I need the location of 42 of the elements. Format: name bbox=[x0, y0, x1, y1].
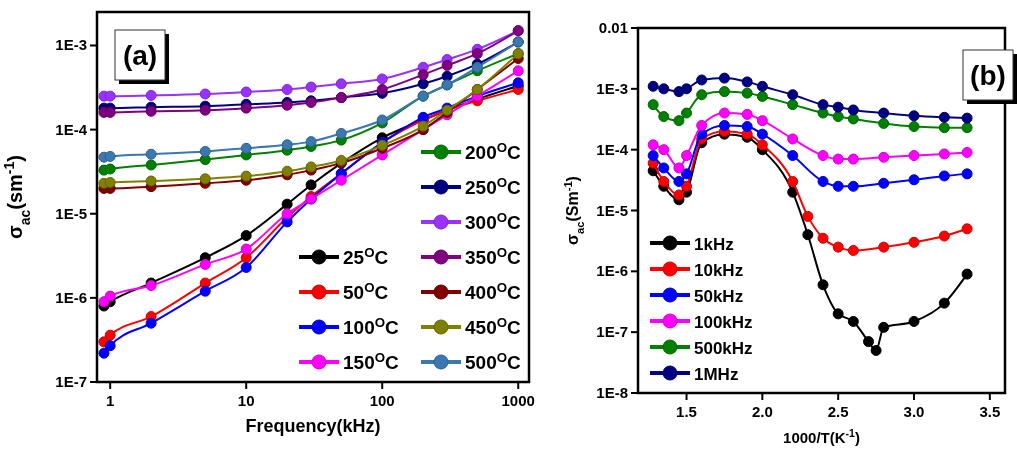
x-tick-label: 100 bbox=[369, 392, 395, 409]
x-tick-label: 1000 bbox=[501, 392, 535, 409]
legend-label: 100kHz bbox=[694, 313, 753, 332]
x-tick-label: 2.0 bbox=[751, 403, 773, 420]
annotation: (a) bbox=[122, 40, 158, 71]
x-tick-label: 3.5 bbox=[979, 403, 1001, 420]
legend-label: 200$^{O}$C bbox=[465, 139, 522, 163]
x-tick-label: 3.0 bbox=[903, 403, 925, 420]
y-tick-label: 1E-4 bbox=[55, 120, 88, 138]
legend-label: 350$^{O}$C bbox=[465, 244, 522, 268]
legend-label: 1MHz bbox=[694, 365, 739, 384]
legend-label: 250$^{O}$C bbox=[465, 174, 522, 198]
y-tick-label: 1E-4 bbox=[596, 140, 629, 158]
x-axis-title: Frequency(kHz) bbox=[245, 416, 381, 436]
legend-label: 25$^{O}$C bbox=[343, 244, 389, 268]
y-tick-label: 1E-3 bbox=[596, 79, 628, 97]
legend-label: 150$^{O}$C bbox=[343, 349, 400, 373]
legend-label: 400$^{O}$C bbox=[465, 279, 522, 303]
annotation: (b) bbox=[970, 60, 1006, 91]
legend-label: 100$^{O}$C bbox=[343, 314, 400, 338]
y-tick-label: 1E-5 bbox=[596, 201, 628, 219]
legend-label: 500$^{O}$C bbox=[465, 349, 522, 373]
legend-label: 450$^{O}$C bbox=[465, 314, 522, 338]
y-tick-label: 1E-6 bbox=[55, 288, 87, 306]
x-tick-label: 1.5 bbox=[676, 403, 697, 420]
y-tick-label: 1E-8 bbox=[596, 384, 628, 401]
x-tick-label: 10 bbox=[237, 392, 255, 409]
x-tick-label: 1 bbox=[106, 392, 115, 409]
y-tick-label: 0.01 bbox=[598, 19, 628, 36]
legend-label: 300$^{O}$C bbox=[465, 209, 522, 233]
legend-label: 500kHz bbox=[694, 339, 753, 358]
legend-label: 50kHz bbox=[694, 287, 744, 306]
x-axis-title: 1000/T(K$^{-1}$) bbox=[783, 427, 860, 446]
x-tick-label: 2.5 bbox=[827, 403, 849, 420]
legend-label: 10kHz bbox=[694, 261, 744, 280]
y-tick-label: 1E-6 bbox=[596, 262, 628, 280]
legend-label: 50$^{O}$C bbox=[343, 279, 389, 303]
y-tick-label: 1E-7 bbox=[596, 323, 628, 341]
legend-label: 1kHz bbox=[694, 235, 734, 254]
y-tick-label: 1E-3 bbox=[55, 36, 87, 54]
y-tick-label: 1E-7 bbox=[55, 373, 87, 390]
y-tick-label: 1E-5 bbox=[55, 204, 87, 222]
